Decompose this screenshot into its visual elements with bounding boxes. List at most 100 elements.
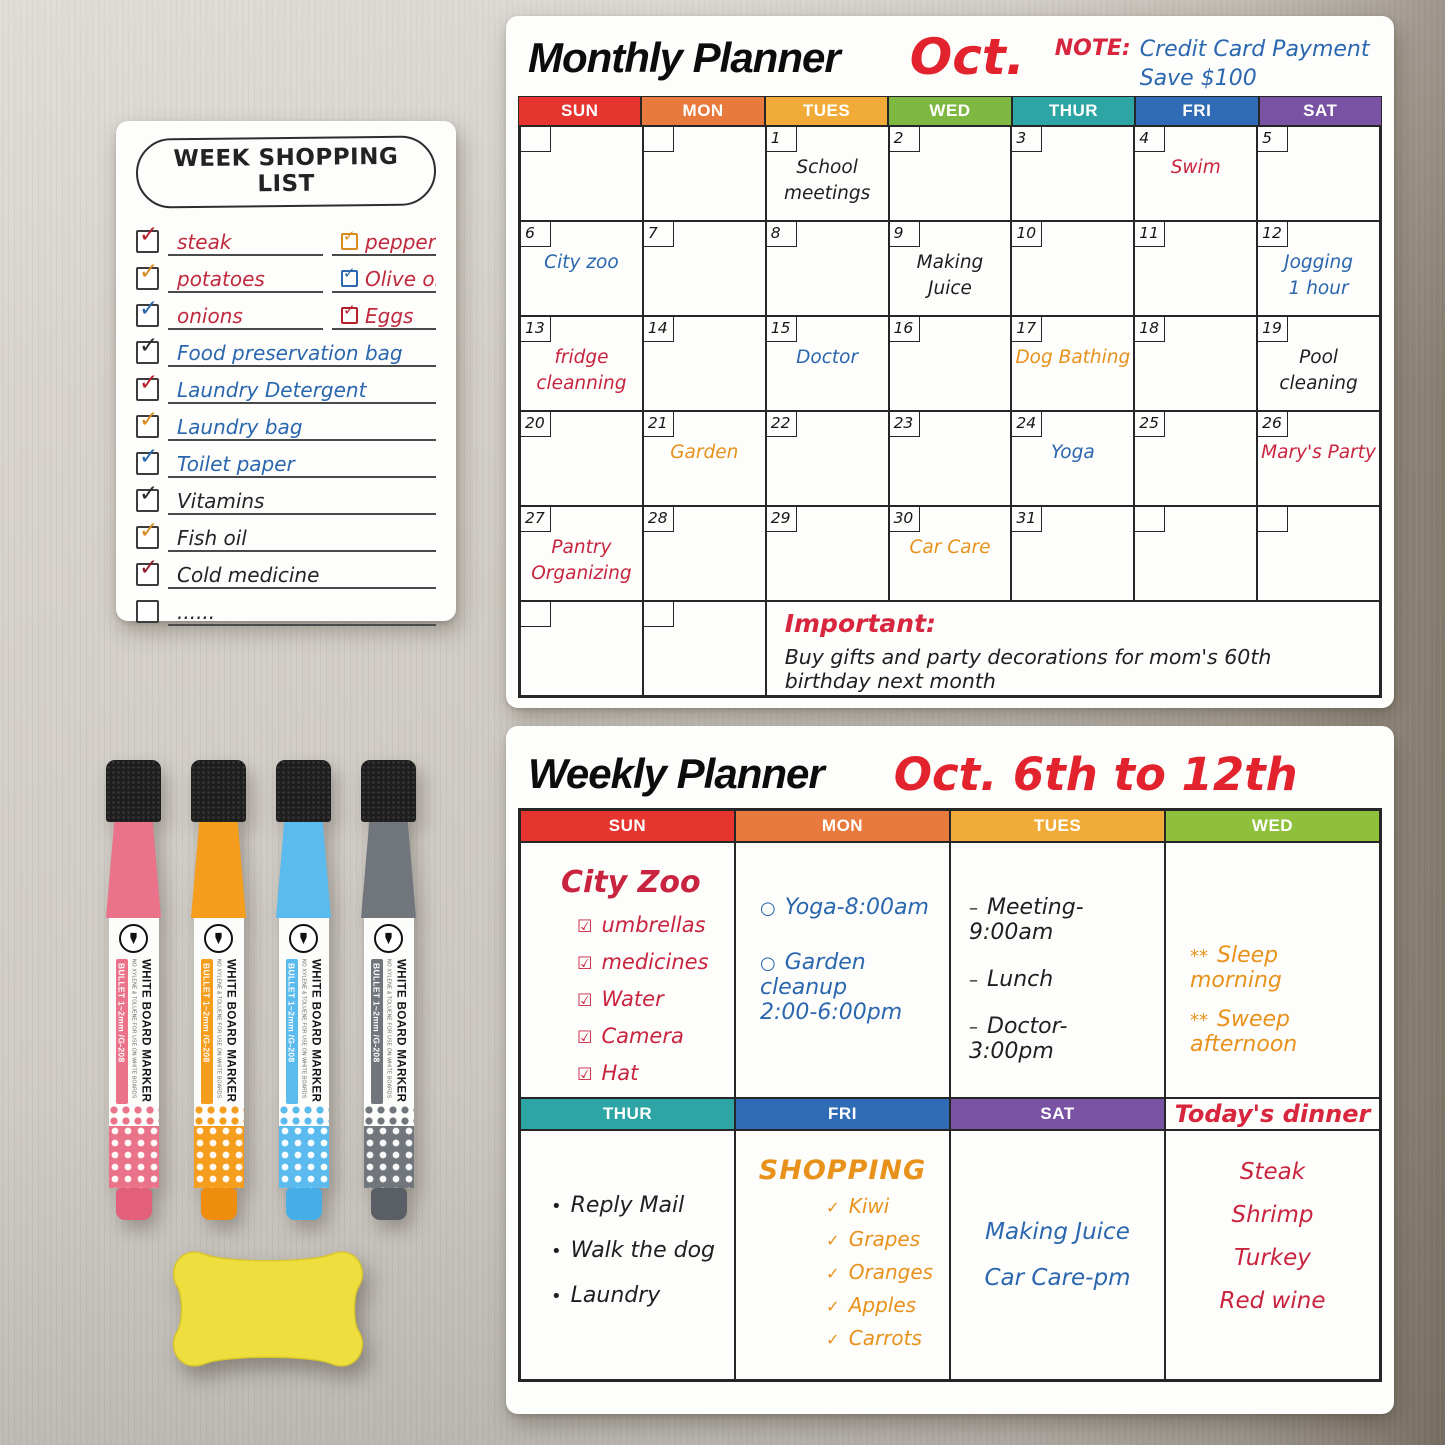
item-text: Fish oil [177, 526, 247, 550]
list-item: ○ Garden cleanup 2:00-6:00pm [760, 950, 937, 1025]
dash-bullet: – [969, 898, 979, 919]
calendar-cell: 11 [1134, 221, 1258, 316]
nib-glyph [215, 932, 222, 945]
date-tab [521, 127, 551, 152]
checkbox: ✓ [136, 481, 159, 512]
item-text: Turkey [1234, 1245, 1311, 1271]
calendar-cell: 16 [888, 316, 1012, 411]
marker-nib-icon [374, 924, 403, 953]
date-tab [643, 127, 674, 152]
cell-event: fridge cleanning [536, 347, 627, 395]
list-item: ✓ Grapes [826, 1227, 937, 1251]
checkbox-glyph: ☑ [577, 917, 593, 937]
day-header: FRI [1135, 96, 1259, 126]
item-text: Vitamins [177, 489, 265, 513]
checkbox: ✓ [136, 296, 159, 327]
calendar-cell: 26 Mary's Party [1257, 411, 1380, 506]
marker-lower-barrel [363, 1126, 414, 1188]
item-text: Grapes [848, 1227, 921, 1251]
item-underline: potatoes [168, 253, 323, 293]
marker-label: BULLET 1~2mm /G-208 NO XYLENE & TOLUENE … [278, 918, 329, 1104]
mini-checkbox: ✓ [341, 301, 358, 324]
cell-thursday: • Reply Mail • Walk the dog • Laundry [520, 1130, 735, 1380]
check-bullet: ✓ [826, 1297, 840, 1316]
dash-bullet: – [969, 1017, 979, 1038]
bullet-size-band: BULLET 1~2mm /G-208 [200, 959, 213, 1104]
whiteboard-eraser [172, 1251, 364, 1367]
marker-label-text: BULLET 1~2mm /G-208 NO XYLENE & TOLUENE … [285, 959, 322, 1104]
cell-event [767, 533, 888, 535]
list-item: ** Sleep morning [1190, 943, 1367, 993]
cell-saturday: Making Juice Car Care-pm [950, 1130, 1165, 1380]
day-header-label: WED [929, 101, 971, 120]
calendar-cell: 7 [642, 221, 766, 316]
checkmark: ✓ [139, 555, 159, 581]
item-text: Water [601, 987, 664, 1011]
date-tab: 20 [521, 412, 551, 437]
marker-tip-cap [200, 1188, 237, 1220]
date-tab: 30 [889, 507, 920, 532]
cell-event [521, 153, 642, 155]
shopping-list-row: ✓ Food preservation bag [136, 330, 436, 367]
calendar-cell: 8 [765, 221, 889, 316]
calendar-cell: 3 [1011, 126, 1135, 221]
item-underline: ✓ pepper [332, 216, 436, 256]
cell-title: City Zoo [561, 865, 701, 900]
cell-event: City zoo [544, 252, 619, 273]
date-tab: 19 [1258, 317, 1289, 342]
cell-event: Mary's Party [1261, 442, 1376, 463]
checkbox: ✓ [136, 518, 159, 549]
dot-pattern [363, 1104, 414, 1126]
cell-event [1135, 438, 1256, 440]
check-bullet: ✓ [826, 1264, 840, 1283]
monthly-titlebar: Monthly Planner Oct. NOTE: Credit Card P… [518, 26, 1382, 96]
cell-event: Yoga [1051, 442, 1095, 463]
item-text: steak [177, 230, 232, 254]
sunday-list: ☑ umbrellas ☑ medicines ☑ Water ☑ Camera ☑ Hat [533, 913, 722, 1085]
list-item: ☑ umbrellas [577, 913, 722, 937]
marker-tip-cap [370, 1188, 407, 1220]
cell-event: School meetings [783, 157, 871, 205]
cell-friday: SHOPPING ✓ Kiwi ✓ Grapes ✓ Oranges ✓ Apples ✓ Car… [735, 1130, 950, 1380]
day-header: SAT [950, 1098, 1165, 1130]
date-tab: 1 [766, 127, 797, 152]
cell-event: Pool cleaning [1279, 347, 1358, 395]
calendar-cell: 25 [1134, 411, 1258, 506]
list-item: ** Sweep afternoon [1190, 1007, 1367, 1057]
calendar-cell: 18 [1134, 316, 1258, 411]
marker-main-label: WHITE BOARD MARKER [309, 959, 322, 1103]
checkmark: ✓ [139, 481, 159, 507]
weekly-grid: SUN MON TUES WED City Zoo ☑ umbrellas ☑ med… [518, 808, 1382, 1382]
item-text: Laundry bag [177, 415, 303, 439]
shopping-list-row: ✓ Cold medicine [136, 552, 436, 589]
checkbox-glyph: ☑ [577, 1065, 593, 1085]
day-header: TUES [764, 96, 889, 126]
monthly-planner-board: Monthly Planner Oct. NOTE: Credit Card P… [506, 16, 1394, 708]
shopping-single-rows: ✓ Food preservation bag ✓ Laundry Deterg… [136, 330, 436, 626]
calendar-cell: 5 [1257, 126, 1380, 221]
marker-main-label: WHITE BOARD MARKER [139, 959, 152, 1103]
marker-label-text: BULLET 1~2mm /G-208 NO XYLENE & TOLUENE … [370, 959, 407, 1104]
note-label: NOTE: [1054, 36, 1131, 61]
marker-eraser-cap [191, 760, 246, 822]
date-tab: 8 [766, 222, 797, 247]
date-tab: 25 [1135, 412, 1166, 437]
item-text: Making Juice [985, 1219, 1130, 1245]
shopping-list-board: WEEK SHOPPING LIST ✓ steak ✓ pepper ✓ [116, 121, 456, 626]
item-text: Yoga-8:00am [784, 895, 929, 920]
shopping-list-row: ...... [136, 589, 436, 626]
item-underline: Laundry bag [168, 401, 436, 441]
item-text: Shrimp [1231, 1202, 1314, 1228]
list-item: Turkey [1178, 1245, 1367, 1271]
list-item: Making Juice [963, 1219, 1152, 1245]
list-item: ☑ Hat [577, 1061, 722, 1085]
day-header: TUES [950, 810, 1165, 842]
checkbox [136, 600, 159, 623]
note-text: Credit Card Payment Save $100 [1140, 36, 1370, 93]
checkbox: ✓ [136, 555, 159, 586]
date-tab: 4 [1135, 127, 1166, 152]
calendar-cell: 21 Garden [642, 411, 766, 506]
date-tab: 16 [889, 317, 920, 342]
day-header-label: WED [1251, 816, 1294, 835]
calendar-cell [520, 126, 643, 221]
